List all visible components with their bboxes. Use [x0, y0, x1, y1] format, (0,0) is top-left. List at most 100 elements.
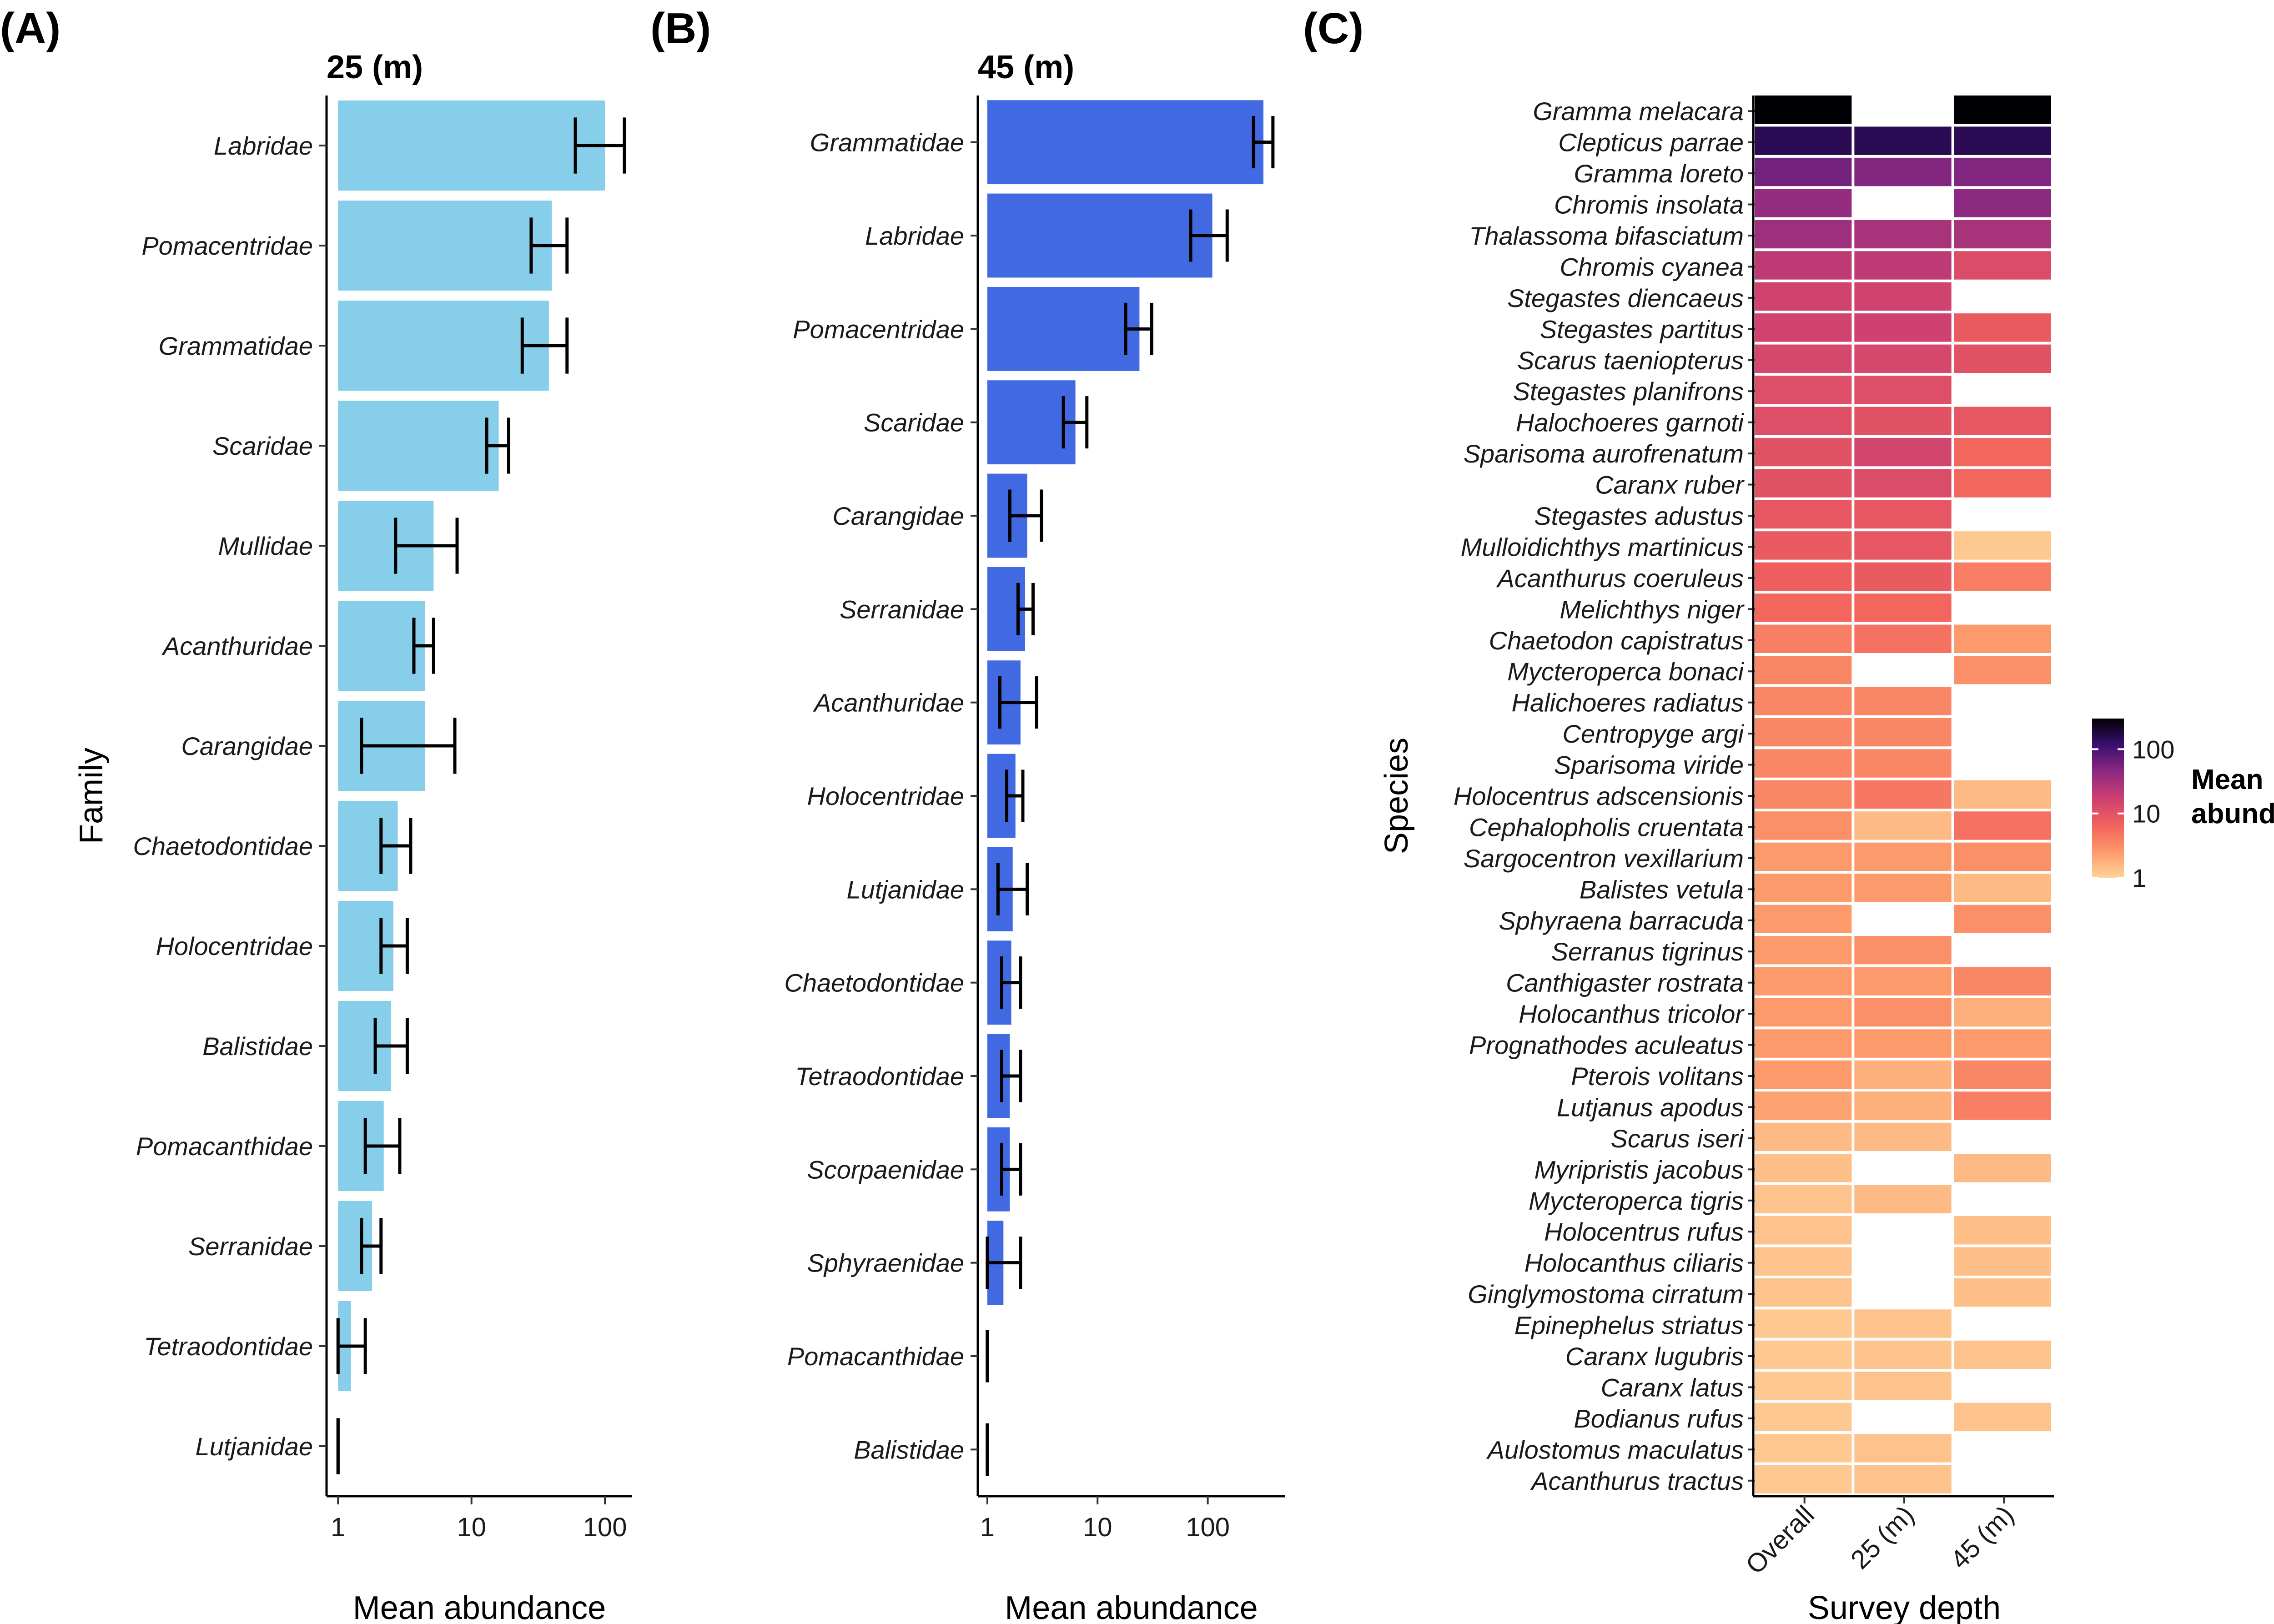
y-tick-label-serranidae: Serranidae — [188, 1232, 313, 1261]
heatmap-cell — [1854, 1309, 1952, 1338]
heatmap-cell — [1854, 1185, 1952, 1213]
bar-pomacentridae — [338, 201, 552, 291]
y-tick-label-chaetodontidae: Chaetodontidae — [785, 969, 964, 997]
heatmap-cell — [1954, 189, 2051, 217]
heatmap-cell — [1755, 1216, 1852, 1245]
heatmap-cell — [1954, 96, 2051, 124]
heatmap-cell — [1954, 157, 2051, 186]
heatmap-cell — [1755, 998, 1852, 1027]
panel-title-a: 25 (m) — [327, 49, 423, 85]
heatmap-y-axis-title: Species — [1378, 738, 1415, 854]
species-label: Stegastes diencaeus — [1507, 284, 1744, 312]
heatmap-cell — [1854, 1372, 1952, 1400]
species-label: Sargocentron vexillarium — [1464, 844, 1744, 873]
heatmap-cell — [1954, 811, 2051, 840]
y-tick-label-holocentridae: Holocentridae — [807, 782, 964, 810]
species-label: Acanthurus tractus — [1530, 1467, 1744, 1495]
heatmap-cell — [1954, 251, 2051, 280]
species-label: Holocentrus adscensionis — [1454, 782, 1744, 810]
heatmap-cell — [1755, 1434, 1852, 1463]
heatmap-cell — [1954, 656, 2051, 684]
y-tick-label-carangidae: Carangidae — [832, 502, 964, 530]
heatmap-cell — [1954, 220, 2051, 249]
heatmap-cell — [1755, 189, 1852, 217]
heatmap-cell — [1954, 624, 2051, 653]
heatmap-cell — [1854, 687, 1952, 715]
column-label: 45 (m) — [1945, 1500, 2019, 1574]
heatmap-cell — [1854, 1465, 1952, 1493]
species-label: Melichthys niger — [1560, 595, 1745, 623]
species-label: Holocanthus ciliaris — [1524, 1249, 1744, 1277]
heatmap-cell — [1954, 126, 2051, 155]
heatmap-cell — [1755, 531, 1852, 560]
x-tick-label-1: 1 — [331, 1513, 345, 1542]
heatmap-cell — [1854, 220, 1952, 249]
y-tick-label-acanthuridae: Acanthuridae — [813, 689, 964, 717]
heatmap-cell — [1954, 905, 2051, 933]
heatmap-cell — [1954, 874, 2051, 902]
bar-grammatidae — [338, 301, 549, 391]
heatmap-cell — [1854, 531, 1952, 560]
heatmap-cell — [1854, 500, 1952, 529]
heatmap-cell — [1854, 1060, 1952, 1089]
heatmap-cell — [1854, 718, 1952, 747]
heatmap-cell — [1854, 376, 1952, 404]
heatmap-cell — [1854, 157, 1952, 186]
heatmap-cell — [1854, 344, 1952, 373]
species-label: Chromis cyanea — [1560, 252, 1744, 281]
x-axis-title: Mean abundance — [353, 1590, 606, 1624]
heatmap-cell — [1755, 1060, 1852, 1089]
species-label: Serranus tigrinus — [1551, 937, 1744, 966]
x-tick-label-10: 10 — [1083, 1513, 1112, 1542]
panel-title-b: 45 (m) — [978, 49, 1074, 85]
species-label: Canthigaster rostrata — [1506, 969, 1744, 997]
species-label: Halichoeres radiatus — [1512, 689, 1744, 717]
heatmap-cell — [1755, 624, 1852, 653]
heatmap-cell — [1854, 313, 1952, 342]
colorbar-tick-label: 1 — [2132, 864, 2146, 892]
species-label: Centropyge argi — [1563, 719, 1745, 748]
y-tick-label-scaridae: Scaridae — [864, 408, 964, 437]
species-label: Ginglymostoma cirratum — [1468, 1280, 1744, 1308]
heatmap-cell — [1755, 376, 1852, 404]
y-tick-label-tetraodontidae: Tetraodontidae — [795, 1062, 964, 1091]
species-label: Aulostomus maculatus — [1486, 1435, 1744, 1464]
y-tick-label-labridae: Labridae — [214, 131, 313, 160]
species-label: Gramma melacara — [1533, 97, 1744, 126]
heatmap-cell — [1755, 1465, 1852, 1493]
y-tick-label-lutjanidae: Lutjanidae — [196, 1432, 313, 1461]
heatmap-cell — [1854, 842, 1952, 871]
heatmap-cell — [1954, 562, 2051, 591]
heatmap-cell — [1954, 1278, 2051, 1307]
heatmap-cell — [1854, 1340, 1952, 1369]
species-label: Thalassoma bifasciatum — [1469, 221, 1744, 250]
heatmap-cell — [1854, 251, 1952, 280]
heatmap-cell — [1755, 1091, 1852, 1120]
y-tick-label-grammatidae: Grammatidae — [810, 128, 964, 157]
species-label: Caranx latus — [1601, 1373, 1744, 1402]
species-label: Mulloidichthys martinicus — [1461, 533, 1744, 561]
y-tick-label-pomacanthidae: Pomacanthidae — [787, 1342, 964, 1371]
heatmap-cell — [1954, 1340, 2051, 1369]
y-tick-label-sphyraenidae: Sphyraenidae — [807, 1249, 964, 1277]
heatmap-cell — [1755, 469, 1852, 498]
heatmap-cell — [1755, 1185, 1852, 1213]
heatmap-cell — [1755, 220, 1852, 249]
bar-grammatidae — [987, 100, 1264, 185]
species-label: Cephalopholis cruentata — [1469, 813, 1744, 841]
heatmap-cell — [1755, 126, 1852, 155]
species-label: Acanthurus coeruleus — [1496, 564, 1744, 593]
y-tick-label-tetraodontidae: Tetraodontidae — [144, 1332, 313, 1361]
heatmap-cell — [1755, 593, 1852, 622]
heatmap-cell — [1755, 157, 1852, 186]
x-tick-label-10: 10 — [457, 1513, 486, 1542]
y-tick-label-pomacentridae: Pomacentridae — [793, 315, 964, 343]
heatmap-cell — [1755, 1154, 1852, 1182]
heatmap-cell — [1854, 469, 1952, 498]
heatmap-cell — [1755, 1122, 1852, 1151]
species-label: Caranx ruber — [1595, 471, 1745, 499]
species-label: Stegastes adustus — [1534, 502, 1744, 530]
heatmap-cell — [1854, 282, 1952, 311]
heatmap-cell — [1755, 500, 1852, 529]
bar-pomacentridae — [987, 287, 1140, 371]
